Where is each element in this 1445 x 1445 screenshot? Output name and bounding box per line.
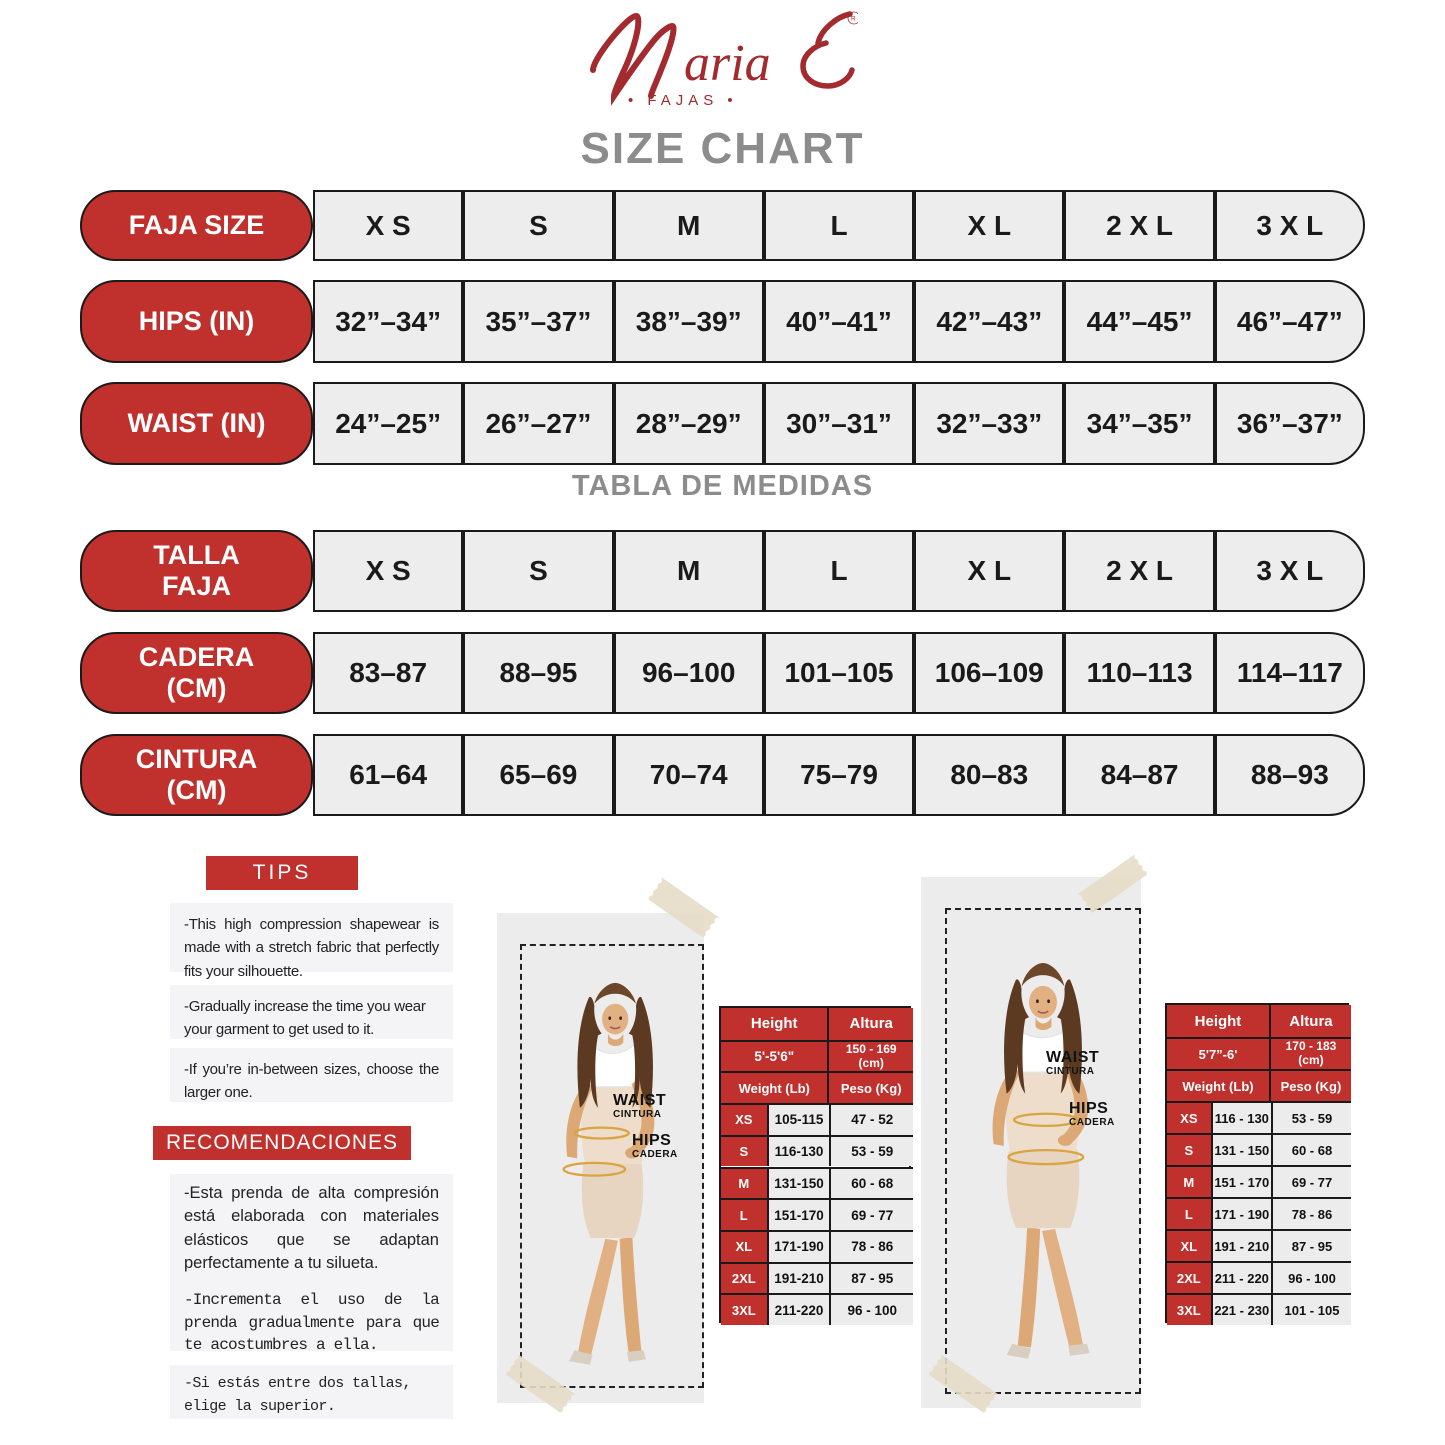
svg-text:R: R [851, 16, 856, 23]
svg-text:• FAJAS •: • FAJAS • [628, 92, 738, 108]
svg-text:aria: aria [684, 35, 771, 92]
